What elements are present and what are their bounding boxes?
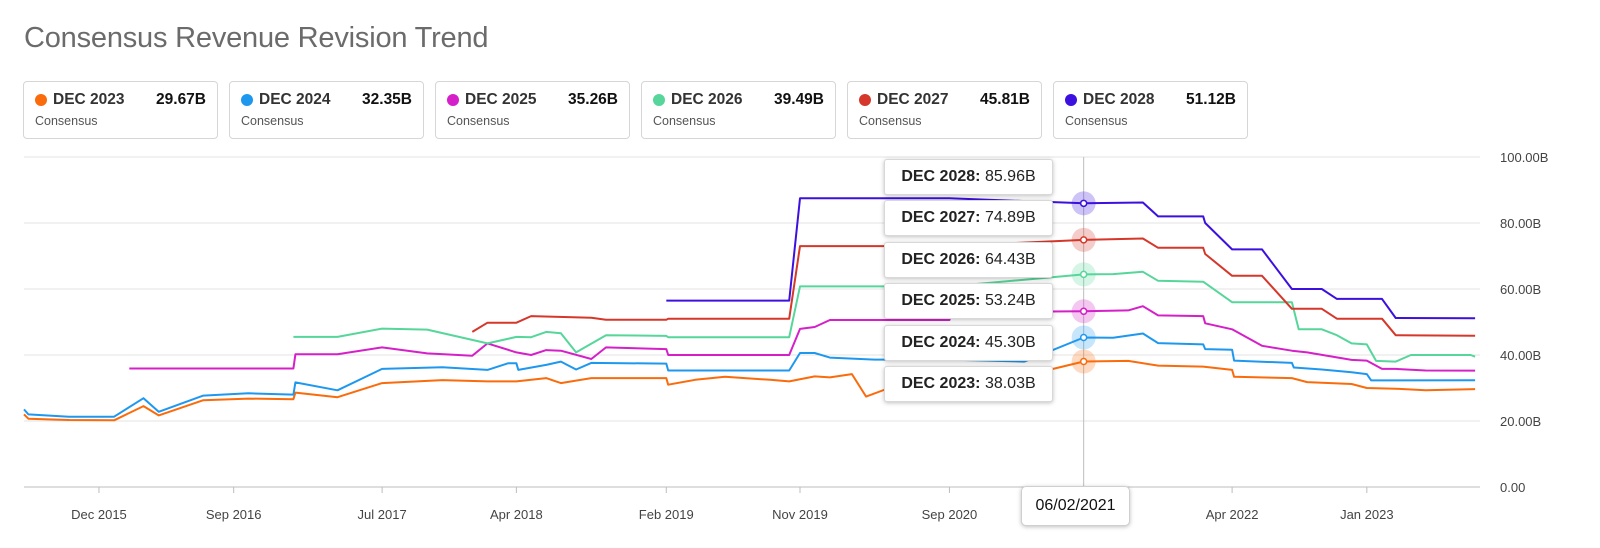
legend-card-dec-2025[interactable]: DEC 2025 35.26B Consensus [435, 81, 630, 139]
x-tick-label: Dec 2015 [71, 507, 127, 522]
legend-card-label: DEC 2024 [259, 91, 331, 108]
crosshair-date-label: 06/02/2021 [1021, 486, 1130, 526]
series-line-dec-2025 [129, 305, 1476, 372]
legend-card-label: DEC 2027 [877, 91, 949, 108]
hover-marker-point [1079, 199, 1088, 208]
series-line-dec-2023 [23, 359, 1476, 422]
hover-marker-point [1079, 357, 1088, 366]
hover-marker-point [1079, 333, 1088, 342]
x-tick-label: Apr 2018 [490, 507, 543, 522]
legend-card-value: 39.49B [774, 91, 824, 108]
legend-card-label: DEC 2026 [671, 91, 743, 108]
legend-card-sub: Consensus [241, 114, 304, 128]
legend-card-dec-2024[interactable]: DEC 2024 32.35B Consensus [229, 81, 424, 139]
legend-card-label: DEC 2028 [1083, 91, 1155, 108]
tooltip-dec-2024: DEC 2024: 45.30B [884, 325, 1053, 361]
x-tick-label: Sep 2020 [922, 507, 978, 522]
legend-card-sub: Consensus [35, 114, 98, 128]
x-tick-label: Feb 2019 [639, 507, 694, 522]
series-line-dec-2024 [23, 332, 1476, 418]
tooltip-dec-2028: DEC 2028: 85.96B [884, 159, 1053, 195]
tooltip-dec-2026: DEC 2026: 64.43B [884, 242, 1053, 278]
y-tick-label: 20.00B [1500, 414, 1541, 429]
tooltip-dec-2027: DEC 2027: 74.89B [884, 200, 1053, 236]
x-tick-label: Sep 2016 [206, 507, 262, 522]
y-tick-label: 60.00B [1500, 282, 1541, 297]
series-line-dec-2027 [471, 237, 1476, 337]
legend-card-sub: Consensus [447, 114, 510, 128]
tooltip-label: DEC 2024: [901, 334, 981, 351]
tooltip-value: 64.43B [984, 251, 1036, 268]
hover-marker-point [1079, 307, 1088, 316]
y-tick-label: 100.00B [1500, 150, 1548, 165]
series-color-dot [35, 94, 47, 106]
x-tick-label: Nov 2019 [772, 507, 828, 522]
hover-marker-point [1079, 236, 1088, 244]
tooltip-label: DEC 2023: [901, 375, 981, 392]
legend-card-value: 51.12B [1186, 91, 1236, 108]
hover-marker-point [1079, 270, 1088, 279]
series-color-dot [241, 94, 253, 106]
tooltip-label: DEC 2027: [901, 209, 981, 226]
x-tick-label: Jul 2017 [358, 507, 407, 522]
legend-card-sub: Consensus [1065, 114, 1128, 128]
legend-cards: DEC 2023 29.67B Consensus DEC 2024 32.35B … [23, 81, 1248, 139]
x-tick-label: Apr 2022 [1206, 507, 1259, 522]
tooltip-value: 74.89B [984, 209, 1036, 226]
legend-card-label: DEC 2025 [465, 91, 537, 108]
series-color-dot [447, 94, 459, 106]
legend-card-label: DEC 2023 [53, 91, 125, 108]
y-tick-label: 0.00 [1500, 480, 1525, 495]
tooltip-label: DEC 2026: [901, 251, 981, 268]
legend-card-dec-2026[interactable]: DEC 2026 39.49B Consensus [641, 81, 836, 139]
tooltip-value: 53.24B [984, 292, 1036, 309]
legend-card-value: 32.35B [362, 91, 412, 108]
y-tick-label: 80.00B [1500, 216, 1541, 231]
chart-title: Consensus Revenue Revision Trend [24, 22, 489, 54]
tooltip-value: 85.96B [984, 168, 1036, 185]
series-color-dot [859, 94, 871, 106]
series-color-dot [653, 94, 665, 106]
tooltip-value: 38.03B [984, 375, 1036, 392]
legend-card-dec-2023[interactable]: DEC 2023 29.67B Consensus [23, 81, 218, 139]
legend-card-dec-2027[interactable]: DEC 2027 45.81B Consensus [847, 81, 1042, 139]
legend-card-value: 29.67B [156, 91, 206, 108]
legend-card-value: 35.26B [568, 91, 618, 108]
series-color-dot [1065, 94, 1077, 106]
legend-card-dec-2028[interactable]: DEC 2028 51.12B Consensus [1053, 81, 1248, 139]
y-tick-label: 40.00B [1500, 348, 1541, 363]
legend-card-sub: Consensus [653, 114, 716, 128]
series-line-dec-2028 [666, 197, 1476, 320]
tooltip-label: DEC 2028: [901, 168, 981, 185]
tooltip-dec-2025: DEC 2025: 53.24B [884, 283, 1053, 319]
legend-card-value: 45.81B [980, 91, 1030, 108]
tooltip-label: DEC 2025: [901, 292, 981, 309]
legend-card-sub: Consensus [859, 114, 922, 128]
tooltip-value: 45.30B [984, 334, 1036, 351]
tooltip-dec-2023: DEC 2023: 38.03B [884, 366, 1053, 402]
x-tick-label: Jan 2023 [1340, 507, 1394, 522]
